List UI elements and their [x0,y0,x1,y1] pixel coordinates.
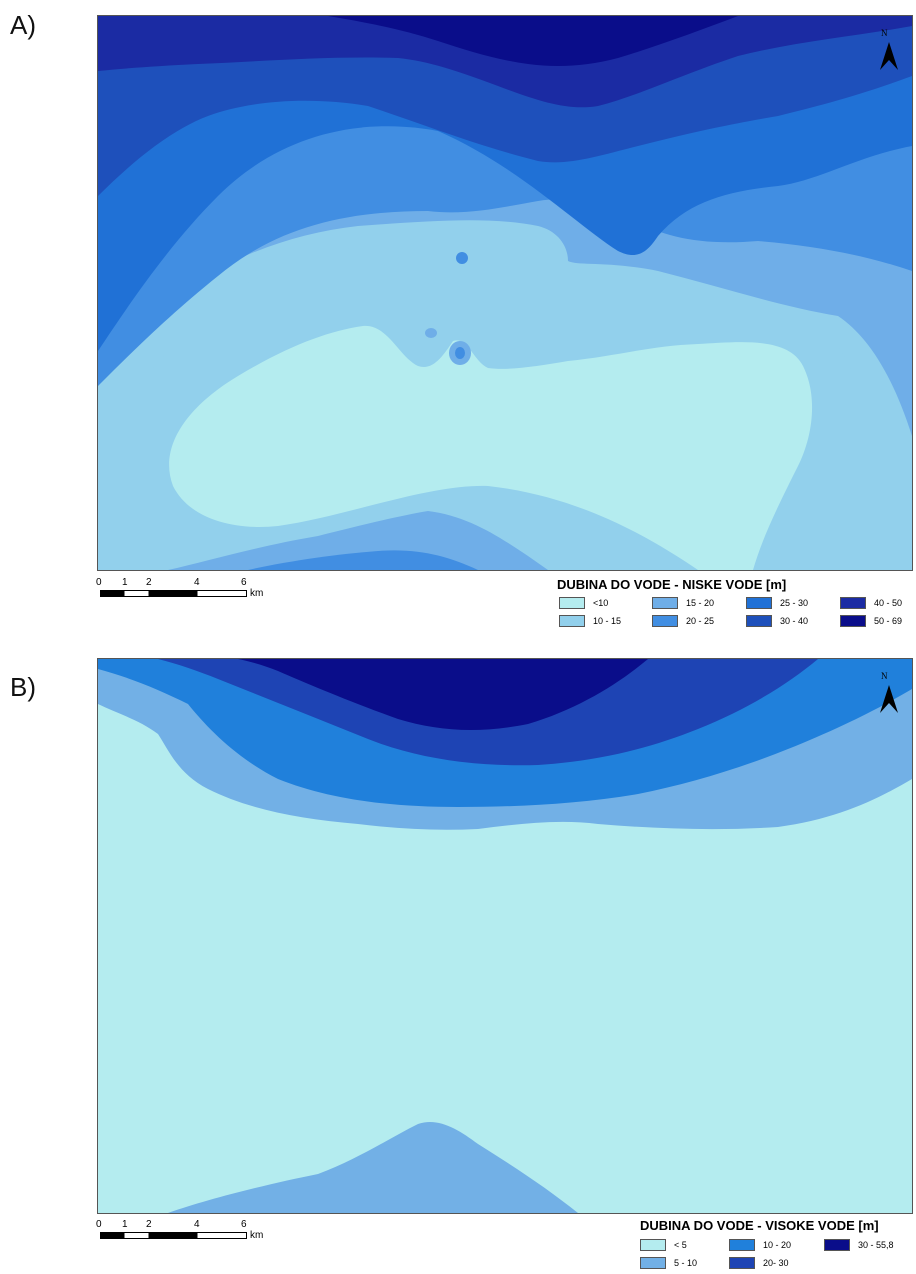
legend-item-a-5: 25 - 30 [746,596,808,609]
legend-swatch-a-3 [652,596,678,609]
legend-swatch-b-2 [640,1256,666,1269]
legend-item-a-4: 20 - 25 [652,614,714,627]
legend-item-b-2: 5 - 10 [640,1256,697,1269]
legend-label-b-1: < 5 [674,1239,687,1250]
map-b-contours [98,659,912,1213]
zone-south-15-20 [168,511,548,570]
legend-swatch-a-6 [746,614,772,627]
legend-title-a: DUBINA DO VODE - NISKE VODE [m] [557,577,787,592]
zone-south-5-10 [168,1121,578,1213]
zone-30-55-8 [238,659,648,731]
legend-item-b-1: < 5 [640,1238,687,1251]
scale-tick-b-2: 2 [146,1219,152,1230]
north-arrow-icon [880,685,898,713]
legend-label-a-8: 50 - 69 [874,615,903,626]
legend-label-a-1: <10 [593,597,609,608]
north-arrow-b: N [878,671,900,713]
depression-2 [425,328,437,338]
scale-unit-a: km [250,588,264,599]
zone-south-20-25 [248,550,478,570]
legend-label-b-4: 20- 30 [763,1257,789,1268]
scale-bar-a-graphic [100,590,247,597]
scale-bar-a: 0 1 2 4 6 km [96,577,276,607]
scale-tick-a-6: 6 [241,577,247,588]
map-a: N [97,15,913,571]
north-letter-b: N [881,671,888,681]
legend-item-a-7: 40 - 50 [840,596,902,609]
legend-item-a-3: 15 - 20 [652,596,714,609]
legend-swatch-a-1 [559,596,585,609]
depression-1 [456,252,468,264]
legend-swatch-b-1 [640,1238,666,1251]
legend-label-b-5: 30 - 55,8 [858,1239,894,1250]
scale-bar-b-graphic [100,1232,247,1239]
scale-unit-b: km [250,1230,264,1241]
scale-tick-b-4: 4 [194,1219,200,1230]
zone-40-50 [98,16,912,108]
panel-b-label: B) [10,672,36,702]
legend-swatch-a-5 [746,596,772,609]
legend-item-a-1: <10 [559,596,608,609]
legend-item-b-5: 30 - 55,8 [824,1238,894,1251]
zone-50-69 [328,16,738,66]
legend-swatch-a-7 [840,596,866,609]
legend-swatch-a-2 [559,614,585,627]
scale-tick-b-0: 0 [96,1219,102,1230]
legend-label-a-5: 25 - 30 [780,597,809,608]
map-b: N [97,658,913,1214]
legend-swatch-b-5 [824,1238,850,1251]
scale-tick-a-4: 4 [194,577,200,588]
legend-label-b-3: 10 - 20 [763,1239,792,1250]
legend-swatch-b-3 [729,1238,755,1251]
north-arrow-a: N [878,28,900,70]
legend-item-b-4: 20- 30 [729,1256,789,1269]
legend-label-a-6: 30 - 40 [780,615,809,626]
map-a-contours [98,16,912,570]
legend-label-b-2: 5 - 10 [674,1257,698,1268]
legend-item-b-3: 10 - 20 [729,1238,791,1251]
legend-swatch-a-4 [652,614,678,627]
scale-tick-a-2: 2 [146,577,152,588]
legend-label-a-4: 20 - 25 [686,615,715,626]
scale-tick-b-1: 1 [122,1219,128,1230]
zone-lt-10 [169,325,813,570]
legend-item-a-6: 30 - 40 [746,614,808,627]
legend-item-a-2: 10 - 15 [559,614,621,627]
scale-bar-b: 0 1 2 4 6 km [96,1219,276,1249]
legend-swatch-a-8 [840,614,866,627]
legend-label-a-3: 15 - 20 [686,597,715,608]
legend-item-a-8: 50 - 69 [840,614,902,627]
north-arrow-icon [880,42,898,70]
legend-label-a-2: 10 - 15 [593,615,622,626]
north-letter-a: N [881,28,888,38]
scale-tick-a-1: 1 [122,577,128,588]
legend-label-a-7: 40 - 50 [874,597,903,608]
scale-tick-a-0: 0 [96,577,102,588]
legend-title-b: DUBINA DO VODE - VISOKE VODE [m] [640,1218,879,1233]
depression-3-core [455,347,465,359]
scale-tick-b-6: 6 [241,1219,247,1230]
panel-a-label: A) [10,10,36,40]
legend-swatch-b-4 [729,1256,755,1269]
